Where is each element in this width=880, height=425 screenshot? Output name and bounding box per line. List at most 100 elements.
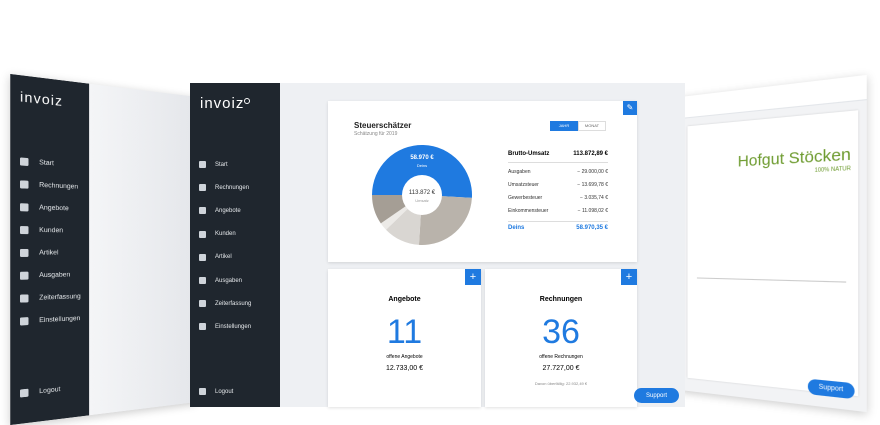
card-title: Angebote (388, 296, 421, 303)
result-amount: 58.970,35 € (576, 225, 608, 231)
company-tagline: 100% NATUR (814, 165, 851, 175)
menu-item[interactable]: Kunden (199, 230, 236, 238)
menu-label: Angebote (215, 207, 241, 214)
breakdown-label: Umsatzsteuer (508, 182, 539, 188)
menu-icon (199, 323, 206, 331)
menu-item[interactable]: Artikel (20, 248, 59, 257)
toggle-month[interactable]: MONAT (578, 121, 606, 131)
menu-label: Start (39, 159, 54, 167)
logo: invoiz (20, 88, 64, 110)
menu-item[interactable]: Zeiterfassung (20, 293, 81, 303)
tax-card: ✎ Steuerschätzer Schätzung für 2019 JAHR… (328, 101, 637, 262)
overdue: Davon überfällig: 22.932,49 € (534, 381, 588, 386)
breakdown-amount: − 11.098,02 € (577, 208, 608, 214)
breakdown-row: Einkommensteuer − 11.098,02 € (508, 208, 608, 214)
menu-item[interactable]: Ausgaben (20, 271, 70, 280)
menu-item[interactable]: Start (199, 161, 228, 168)
total-amount: 113.872,89 € (573, 151, 608, 157)
menu-icon (199, 207, 206, 215)
menu-icon (20, 294, 29, 303)
offer-caption: offene Angebote (386, 354, 423, 360)
menu-label: Angebote (39, 204, 69, 212)
menu-item[interactable]: Angebote (199, 207, 241, 215)
logo: invoiz (200, 95, 245, 112)
menu-icon (199, 277, 206, 284)
menu-label: Zeiterfassung (39, 293, 81, 302)
breakdown-amount: − 13.699,78 € (577, 182, 608, 188)
result-label: Deins (508, 225, 525, 231)
donut-chart: 58.970 € Deins 113.872 € Umsatz (372, 145, 472, 245)
total-label: Brutto-Umsatz (508, 151, 550, 157)
menu-icon (20, 271, 29, 280)
menu-item[interactable]: Rechnungen (20, 180, 78, 191)
menu-label: Ausgaben (215, 277, 243, 284)
left-content (89, 83, 197, 416)
menu-label: Artikel (215, 254, 232, 261)
amount-text: 3.035,74 € (584, 195, 608, 201)
invoice-amount: 27.727,00 € (542, 365, 580, 372)
menu-label: Rechnungen (39, 181, 79, 191)
offer-count: 11 (386, 313, 423, 351)
support-button[interactable]: Support (634, 388, 679, 403)
menu-label: Logout (39, 386, 61, 395)
menu-label: Artikel (39, 249, 59, 257)
menu-item[interactable]: Einstellungen (20, 315, 80, 326)
menu-item[interactable]: Zeiterfassung (199, 300, 252, 308)
offers-card: + Angebote 11 offene Angebote 12.733,00 … (328, 269, 481, 407)
amount-text: 13.699,78 € (581, 182, 608, 188)
menu-icon (199, 161, 206, 168)
donut-hole (402, 175, 442, 215)
card-title: Rechnungen (539, 296, 583, 303)
invoices-card: + Rechnungen 36 offene Rechnungen 27.727… (485, 269, 637, 407)
add-offer[interactable]: + (465, 269, 481, 285)
left-window: invoiz Start Rechnungen Angebote Kunden Arti… (10, 73, 197, 425)
menu-label: Rechnungen (215, 184, 250, 191)
menu-item[interactable]: Rechnungen (199, 184, 250, 192)
breakdown-row: Umsatzsteuer − 13.699,78 € (508, 182, 608, 188)
menu-icon (20, 248, 29, 257)
breakdown-amount: − 3.035,74 € (580, 195, 608, 201)
donut-center-label: Umsatz (415, 198, 429, 203)
breakdown-label: Ausgaben (508, 169, 531, 175)
toggle-year[interactable]: JAHR (550, 121, 578, 131)
donut-share-label: Deins (417, 163, 427, 168)
search-icon[interactable] (244, 98, 250, 104)
donut-share: 58.970 € (410, 155, 434, 161)
menu-icon (199, 230, 206, 238)
document-window: Hofgut Stöcken 100% NATUR Support (680, 74, 867, 413)
sidebar: invoiz Start Rechnungen Angebote Kunden Arti… (190, 83, 280, 407)
menu-icon (199, 253, 206, 261)
breakdown-label: Einkommensteuer (508, 208, 549, 214)
amount-text: 11.098,02 € (581, 208, 608, 214)
donut-center: 113.872 € (409, 190, 436, 196)
menu-item[interactable]: Logout (20, 386, 60, 398)
menu-item[interactable]: Artikel (199, 253, 232, 261)
left-sidebar: invoiz Start Rechnungen Angebote Kunden Arti… (10, 73, 90, 425)
result-row: Deins 58.970,35 € (508, 221, 608, 231)
menu-icon (199, 300, 206, 308)
menu-item[interactable]: Logout (199, 388, 233, 395)
menu-item[interactable]: Ausgaben (199, 277, 242, 284)
menu-label: Einstellungen (215, 323, 252, 330)
menu-icon (20, 203, 29, 212)
breakdown-amount: − 29.000,00 € (577, 169, 608, 175)
edit-button[interactable]: ✎ (623, 101, 637, 115)
content: ✎ Steuerschätzer Schätzung für 2019 JAHR… (280, 83, 685, 407)
menu-item[interactable]: Start (20, 157, 54, 167)
breakdown-row: Ausgaben − 29.000,00 € (508, 169, 608, 175)
menu-label: Logout (215, 388, 234, 395)
page: invoiz Start Rechnungen Angebote Kunden Arti… (10, 73, 867, 425)
card-title: Steuerschätzer (354, 121, 412, 130)
menu-item[interactable]: Kunden (20, 226, 63, 235)
breakdown-label: Gewerbesteuer (508, 195, 543, 201)
menu-item[interactable]: Einstellungen (199, 323, 252, 331)
card-subtitle: Schätzung für 2019 (354, 131, 398, 137)
add-invoice[interactable]: + (621, 269, 637, 285)
document-page: Hofgut Stöcken 100% NATUR (687, 110, 859, 397)
menu-icon (20, 157, 29, 166)
donut-segment (372, 145, 472, 198)
menu-label: Einstellungen (39, 315, 81, 324)
menu-label: Zeiterfassung (215, 300, 252, 307)
menu-item[interactable]: Angebote (20, 203, 69, 212)
menu-label: Kunden (215, 231, 236, 238)
